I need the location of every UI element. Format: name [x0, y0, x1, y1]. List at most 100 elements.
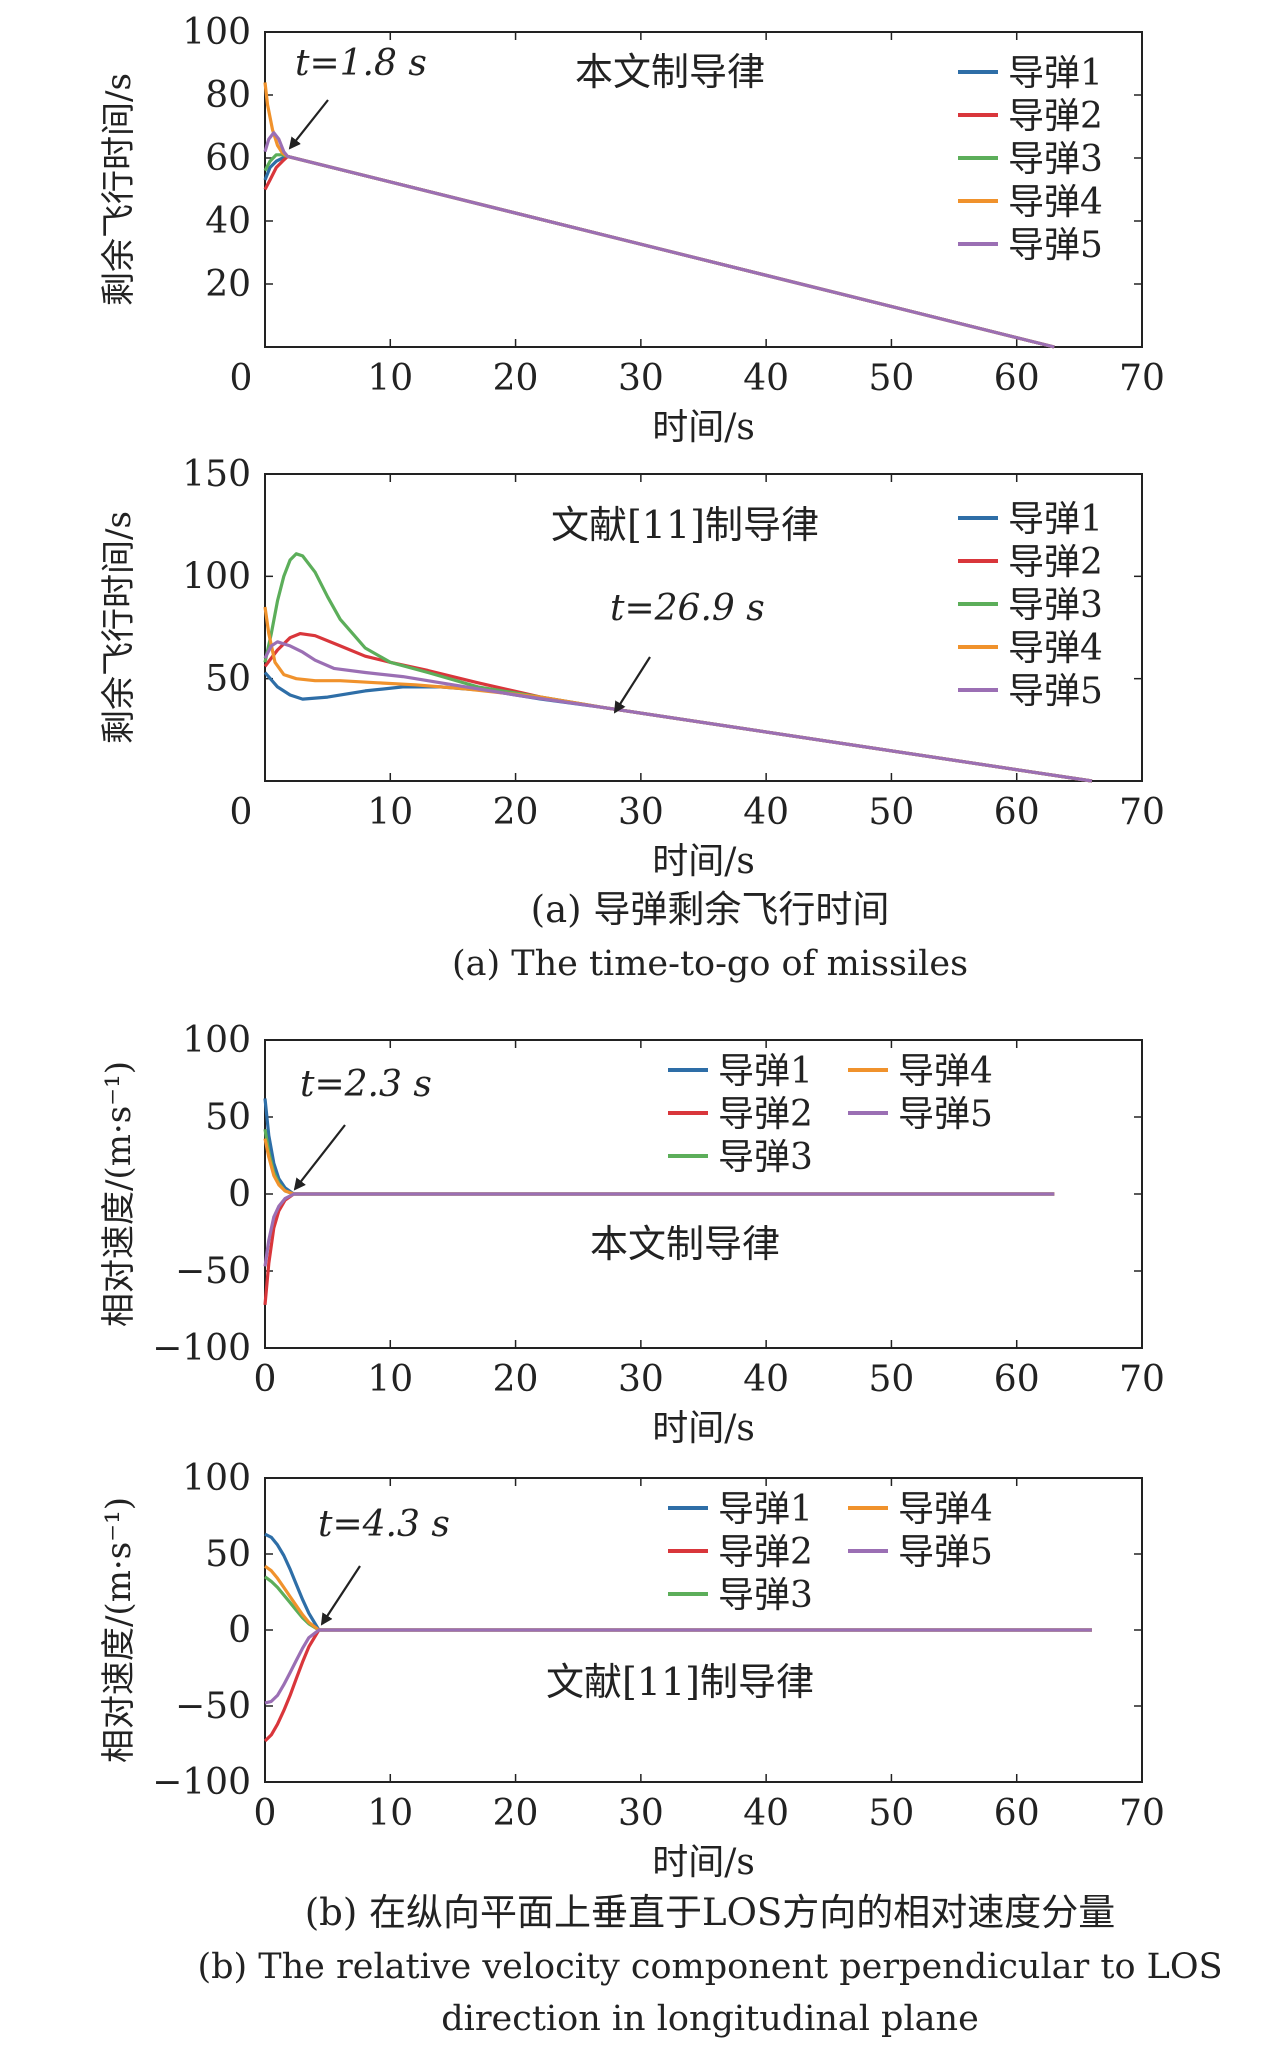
x-tick-label: 70 — [1119, 358, 1165, 399]
x-tick-label: 10 — [367, 1359, 413, 1400]
y-tick-label: 50 — [205, 659, 251, 700]
legend-label-missile-2: 导弹2 — [1008, 542, 1103, 583]
y-axis-label: 剩余飞行时间/s — [99, 73, 139, 306]
y-tick-label: 40 — [205, 201, 251, 242]
y-tick-label: −50 — [175, 1251, 251, 1292]
caption-a-english: (a) The time-to-go of missiles — [452, 944, 968, 984]
x-tick-label: 0 — [254, 1793, 277, 1834]
legend-label-missile-1: 导弹1 — [1008, 499, 1103, 540]
x-tick-label: 20 — [493, 358, 539, 399]
legend-label-missile-5: 导弹5 — [1008, 225, 1103, 266]
x-tick-label: 30 — [618, 1359, 664, 1400]
y-tick-label: 100 — [182, 1458, 251, 1499]
x-tick-label: 60 — [994, 1793, 1040, 1834]
series-line-missile-5 — [263, 640, 1093, 783]
series-line-missile-3 — [264, 1575, 1092, 1632]
x-tick-label: 40 — [743, 792, 789, 833]
x-tick-label: 10 — [367, 1793, 413, 1834]
annotation-arrow — [613, 656, 651, 714]
x-tick-label: 40 — [743, 358, 789, 399]
annotation-label: t=2.3 s — [300, 1064, 432, 1105]
plot-title: 本文制导律 — [590, 1222, 780, 1266]
x-tick-label: 40 — [743, 1359, 789, 1400]
y-axis-label: 相对速度/(m·s⁻¹) — [99, 1497, 139, 1763]
x-tick-label: 30 — [618, 1793, 664, 1834]
charts-group: 0 10 20 30 40 50 60 7020406080100时间/s剩余飞行时间/s本文… — [99, 12, 1165, 1883]
x-tick-label: 0 — [230, 792, 253, 833]
legend-label-missile-3: 导弹3 — [1008, 139, 1103, 180]
y-tick-label: 0 — [228, 1610, 251, 1651]
legend-label-missile-4: 导弹4 — [1008, 182, 1103, 223]
y-tick-label: 60 — [205, 138, 251, 179]
caption-b-chinese: (b) 在纵向平面上垂直于LOS方向的相对速度分量 — [305, 1891, 1116, 1934]
chart-panel-1: 0 10 20 30 40 50 60 70 20 40 60 80 100 时间/s 剩余飞行时间/s 本文… — [99, 12, 1165, 448]
series-line-missile-5 — [263, 131, 1055, 349]
annotation-label: t=4.3 s — [318, 1504, 450, 1545]
legend-label-missile-2: 导弹2 — [718, 1532, 813, 1573]
x-tick-label: 50 — [869, 1793, 915, 1834]
series-line-missile-4 — [263, 606, 1093, 783]
series-line-missile-4 — [263, 82, 1055, 349]
annotation-arrow — [320, 1565, 361, 1626]
x-tick-label: 60 — [994, 358, 1040, 399]
y-tick-label: 50 — [205, 1097, 251, 1138]
y-tick-label: 0 — [228, 1174, 251, 1215]
legend-label-missile-1: 导弹1 — [1008, 53, 1103, 94]
chart-panel-3: 0 10 20 30 40 50 60 70 −100 −50 0 50 100 时间/s 相对速度/(m·… — [99, 1020, 1165, 1449]
series-line-missile-4 — [264, 1564, 1092, 1632]
legend-label-missile-5: 导弹5 — [1008, 671, 1103, 712]
x-tick-label: 20 — [493, 1359, 539, 1400]
legend-label-missile-5: 导弹5 — [898, 1094, 993, 1135]
legend-label-missile-3: 导弹3 — [718, 1137, 813, 1178]
legend-label-missile-2: 导弹2 — [1008, 96, 1103, 137]
chart-panel-2: 0 10 20 30 40 50 60 70 50 100 150 时间/s 剩余飞行时间/s 文献[11… — [99, 454, 1165, 882]
series-line-missile-5 — [264, 1628, 1092, 1705]
series-line-missile-2 — [263, 1628, 1092, 1743]
annotation-label: t=26.9 s — [610, 588, 765, 629]
plot-title: 文献[11]制导律 — [551, 503, 819, 547]
plot-title: 文献[11]制导律 — [546, 1660, 814, 1704]
y-tick-label: 100 — [182, 556, 251, 597]
series-line-missile-1 — [264, 1532, 1092, 1632]
x-tick-label: 50 — [869, 358, 915, 399]
y-tick-label: 50 — [205, 1534, 251, 1575]
series-line-missile-4 — [263, 1138, 1055, 1196]
x-axis-label: 时间/s — [652, 841, 755, 882]
x-tick-label: 50 — [869, 1359, 915, 1400]
y-tick-label: 100 — [182, 1020, 251, 1061]
x-tick-label: 0 — [254, 1359, 277, 1400]
y-tick-label: 100 — [182, 12, 251, 53]
plot-frame — [264, 473, 1143, 782]
legend-label-missile-4: 导弹4 — [898, 1489, 993, 1530]
y-tick-label: −100 — [152, 1762, 251, 1803]
caption-a-chinese: (a) 导弹剩余飞行时间 — [531, 888, 890, 931]
x-tick-label: 40 — [743, 1793, 789, 1834]
chart-panel-4: 0 10 20 30 40 50 60 70 −100 −50 0 50 100 时间/s 相对速度/(m·… — [99, 1458, 1165, 1883]
series-line-missile-5 — [263, 1192, 1055, 1267]
legend-label-missile-4: 导弹4 — [1008, 628, 1103, 669]
y-tick-label: −100 — [152, 1328, 251, 1369]
x-tick-label: 70 — [1119, 792, 1165, 833]
legend-label-missile-2: 导弹2 — [718, 1094, 813, 1135]
y-tick-label: 150 — [182, 454, 251, 495]
series-line-missile-3 — [263, 552, 1093, 783]
caption-b-english-line2: direction in longitudinal plane — [441, 1999, 979, 2039]
x-axis-label: 时间/s — [652, 1842, 755, 1883]
plot-title: 本文制导律 — [575, 50, 765, 94]
annotation-arrow — [293, 1124, 346, 1191]
x-tick-label: 50 — [869, 792, 915, 833]
x-tick-label: 60 — [994, 1359, 1040, 1400]
x-tick-label: 20 — [493, 792, 539, 833]
y-tick-label: −50 — [175, 1686, 251, 1727]
legend-label-missile-5: 导弹5 — [898, 1532, 993, 1573]
x-tick-label: 70 — [1119, 1793, 1165, 1834]
y-axis-label: 剩余飞行时间/s — [99, 511, 139, 744]
legend-label-missile-4: 导弹4 — [898, 1051, 993, 1092]
legend-label-missile-1: 导弹1 — [718, 1489, 813, 1530]
x-tick-label: 10 — [367, 792, 413, 833]
x-tick-label: 30 — [618, 358, 664, 399]
x-tick-label: 0 — [230, 358, 253, 399]
annotation-label: t=1.8 s — [295, 43, 427, 84]
legend-label-missile-3: 导弹3 — [1008, 585, 1103, 626]
caption-b-english-line1: (b) The relative velocity component perp… — [197, 1947, 1222, 1987]
